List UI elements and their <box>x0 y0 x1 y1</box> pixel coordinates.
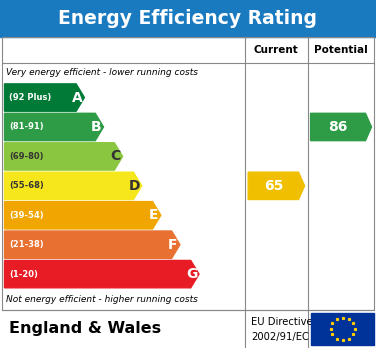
Text: (92 Plus): (92 Plus) <box>9 93 51 102</box>
Polygon shape <box>248 172 305 199</box>
Polygon shape <box>311 113 371 141</box>
Polygon shape <box>5 113 103 141</box>
Text: 2002/91/EC: 2002/91/EC <box>251 332 309 341</box>
Text: Current: Current <box>254 45 299 55</box>
Text: D: D <box>129 179 140 193</box>
Polygon shape <box>5 260 199 288</box>
Polygon shape <box>5 172 142 199</box>
Text: E: E <box>149 208 158 222</box>
Polygon shape <box>5 84 84 111</box>
Text: (39-54): (39-54) <box>9 211 44 220</box>
Text: 86: 86 <box>328 120 348 134</box>
Text: F: F <box>168 238 177 252</box>
Text: B: B <box>91 120 102 134</box>
Text: Not energy efficient - higher running costs: Not energy efficient - higher running co… <box>6 295 197 304</box>
Text: EU Directive: EU Directive <box>251 317 312 327</box>
Bar <box>0 0 376 37</box>
Text: (1-20): (1-20) <box>9 270 38 279</box>
Text: (55-68): (55-68) <box>9 181 44 190</box>
Bar <box>311 313 374 345</box>
Text: Very energy efficient - lower running costs: Very energy efficient - lower running co… <box>6 68 198 77</box>
Text: Energy Efficiency Rating: Energy Efficiency Rating <box>59 9 317 28</box>
Text: G: G <box>186 267 197 281</box>
Polygon shape <box>5 143 123 170</box>
Polygon shape <box>5 231 180 258</box>
Text: A: A <box>71 90 82 104</box>
Text: (81-91): (81-91) <box>9 122 44 132</box>
Text: C: C <box>110 149 120 164</box>
Text: 65: 65 <box>264 179 283 193</box>
Text: England & Wales: England & Wales <box>9 321 162 337</box>
Bar <box>2 37 374 310</box>
Text: (21-38): (21-38) <box>9 240 44 249</box>
Text: Potential: Potential <box>314 45 368 55</box>
Text: (69-80): (69-80) <box>9 152 44 161</box>
Polygon shape <box>5 201 161 229</box>
